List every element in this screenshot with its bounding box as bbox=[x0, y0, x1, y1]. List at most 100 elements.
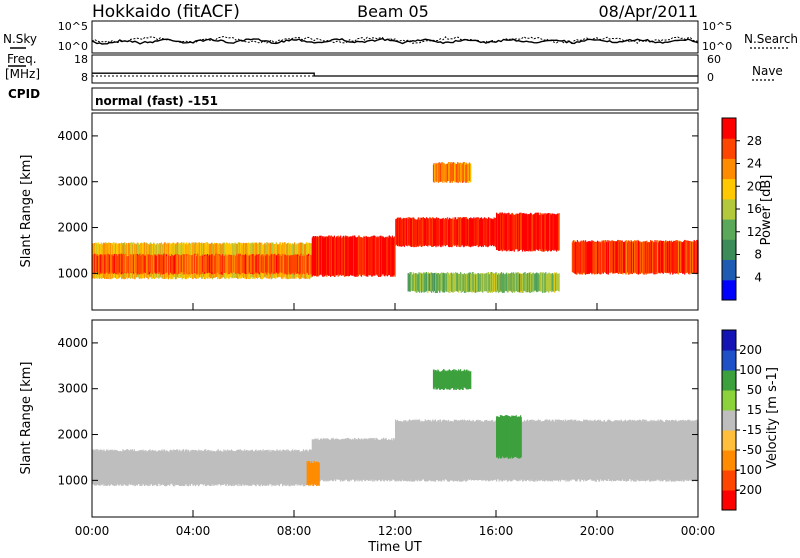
scatter-cell bbox=[146, 254, 149, 275]
scatter-cell bbox=[549, 419, 551, 481]
scatter-cell bbox=[615, 241, 618, 273]
scatter-cell bbox=[573, 419, 575, 479]
scatter-cell bbox=[535, 212, 537, 250]
scatter-cell bbox=[371, 237, 373, 277]
scatter-cell bbox=[468, 219, 470, 247]
scatter-cell bbox=[648, 241, 650, 274]
scatter-cell bbox=[619, 240, 621, 274]
scatter-cell bbox=[161, 449, 163, 485]
scatter-cell bbox=[272, 254, 274, 275]
scatter-cell bbox=[472, 272, 474, 292]
scatter-cell bbox=[632, 420, 634, 481]
scatter-cell bbox=[504, 415, 507, 458]
scatter-cell bbox=[422, 421, 424, 480]
scatter-cell bbox=[100, 255, 103, 274]
y-tick-label: 3000 bbox=[57, 175, 88, 189]
scatter-cell bbox=[488, 217, 490, 246]
scatter-cell bbox=[296, 450, 298, 486]
scatter-cell bbox=[520, 417, 522, 458]
scatter-cell bbox=[520, 212, 522, 250]
scatter-cell bbox=[348, 236, 351, 277]
scatter-cell bbox=[387, 439, 389, 480]
scatter-cell bbox=[141, 254, 143, 274]
colorbar-swatch bbox=[722, 118, 736, 139]
scatter-cell bbox=[419, 219, 421, 247]
scatter-cell bbox=[490, 218, 493, 247]
scatter-cell bbox=[119, 254, 121, 273]
scatter-cell bbox=[97, 449, 99, 485]
scatter-cell bbox=[449, 218, 452, 247]
scatter-cell bbox=[383, 238, 385, 276]
scatter-cell bbox=[484, 420, 486, 481]
scatter-cell bbox=[412, 218, 414, 247]
scatter-cell bbox=[228, 254, 230, 274]
scatter-cell bbox=[197, 253, 199, 275]
scatter-cell bbox=[579, 242, 581, 275]
scatter-cell bbox=[456, 420, 458, 481]
colorbar-swatch bbox=[722, 450, 736, 471]
scatter-cell bbox=[333, 439, 335, 481]
time-axis: 00:00 04:00 08:00 12:00 16:00 20:00 00:00 bbox=[75, 303, 715, 538]
scatter-cell bbox=[284, 450, 286, 484]
scatter-cell bbox=[668, 241, 670, 273]
scatter-cell bbox=[553, 421, 555, 480]
scatter-cell bbox=[302, 254, 305, 274]
scatter-cell bbox=[242, 254, 244, 273]
scatter-cell bbox=[513, 415, 515, 458]
scatter-cell bbox=[470, 163, 472, 183]
colorbar-tick-label: 28 bbox=[747, 134, 762, 148]
scatter-cell bbox=[121, 253, 123, 275]
scatter-cell bbox=[660, 419, 662, 480]
scatter-cell bbox=[660, 241, 662, 274]
freq-left-tick-top: 18 bbox=[74, 53, 88, 66]
scatter-cell bbox=[256, 254, 258, 273]
scatter-cell bbox=[567, 419, 569, 482]
scatter-cell bbox=[496, 213, 498, 250]
scatter-cell bbox=[401, 421, 404, 479]
colorbar-swatch bbox=[722, 158, 736, 180]
freq-left-tick-bottom: 8 bbox=[81, 71, 88, 84]
scatter-cell bbox=[496, 274, 498, 292]
scatter-cell bbox=[599, 419, 601, 480]
scatter-cell bbox=[300, 255, 303, 275]
colorbar-swatch bbox=[722, 219, 736, 240]
scatter-cell bbox=[318, 235, 320, 276]
velocity-panel: 1000 2000 3000 4000 Slant Range [km] bbox=[19, 319, 699, 518]
scatter-cell bbox=[412, 419, 414, 482]
scatter-cell bbox=[326, 236, 329, 275]
scatter-cell bbox=[535, 421, 537, 481]
scatter-cell bbox=[540, 421, 543, 480]
scatter-cell bbox=[436, 421, 438, 481]
colorbar-tick-label: 24 bbox=[747, 157, 762, 171]
scatter-cell bbox=[381, 237, 383, 275]
scatter-cell bbox=[551, 273, 553, 291]
scatter-cell bbox=[288, 450, 290, 487]
scatter-cell bbox=[510, 416, 512, 457]
scatter-cell bbox=[437, 273, 440, 291]
y-tick-label: 2000 bbox=[57, 221, 88, 235]
scatter-cell bbox=[533, 273, 535, 293]
scatter-cell bbox=[531, 419, 533, 482]
scatter-cell bbox=[437, 217, 440, 246]
scatter-cell bbox=[306, 254, 308, 273]
scatter-cell bbox=[617, 240, 620, 275]
scatter-cell bbox=[462, 217, 464, 247]
scatter-cell bbox=[547, 273, 549, 292]
scatter-cell bbox=[104, 451, 106, 486]
scatter-cell bbox=[276, 255, 278, 273]
scatter-cell bbox=[484, 219, 486, 246]
scatter-cell bbox=[248, 254, 250, 274]
scatter-cell bbox=[508, 213, 510, 252]
scatter-cell bbox=[106, 255, 108, 273]
scatter-cell bbox=[189, 451, 192, 486]
scatter-cell bbox=[254, 451, 256, 485]
scatter-cell bbox=[409, 217, 411, 246]
scatter-cell bbox=[587, 420, 589, 480]
scatter-cell bbox=[260, 256, 262, 273]
scatter-cell bbox=[486, 218, 488, 247]
scatter-cell bbox=[133, 451, 135, 486]
scatter-cell bbox=[375, 236, 377, 275]
colorbar-tick-label: 12 bbox=[747, 225, 762, 239]
scatter-cell bbox=[696, 240, 698, 273]
scatter-cell bbox=[272, 450, 274, 486]
